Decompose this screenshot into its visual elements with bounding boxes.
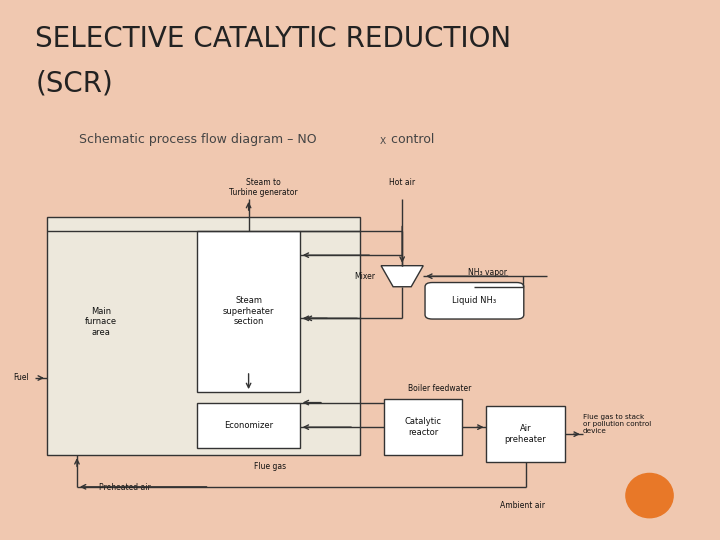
Text: Flue gas: Flue gas bbox=[253, 462, 286, 471]
Text: SELECTIVE CATALYTIC REDUCTION: SELECTIVE CATALYTIC REDUCTION bbox=[35, 25, 511, 53]
Text: Flue gas to stack
or pollution control
device: Flue gas to stack or pollution control d… bbox=[582, 414, 651, 434]
Text: Air
preheater: Air preheater bbox=[505, 424, 546, 444]
Polygon shape bbox=[381, 266, 423, 287]
Bar bbox=[487, 406, 564, 462]
Text: Fuel: Fuel bbox=[13, 374, 29, 382]
Text: NH₃ vapor: NH₃ vapor bbox=[469, 268, 508, 277]
Text: Economizer: Economizer bbox=[224, 421, 273, 430]
Text: Steam to
Turbine generator: Steam to Turbine generator bbox=[230, 178, 298, 197]
Text: Ambient air: Ambient air bbox=[500, 501, 545, 510]
FancyBboxPatch shape bbox=[425, 282, 523, 319]
Text: Steam
superheater
section: Steam superheater section bbox=[223, 296, 274, 326]
Text: Hot air: Hot air bbox=[389, 178, 415, 187]
Text: Boiler feedwater: Boiler feedwater bbox=[408, 384, 472, 393]
Bar bbox=[384, 399, 462, 455]
Text: (SCR): (SCR) bbox=[35, 70, 113, 98]
Text: Preheated air: Preheated air bbox=[99, 483, 151, 492]
Bar bbox=[47, 217, 360, 455]
Bar bbox=[197, 403, 300, 448]
Text: Mixer: Mixer bbox=[354, 272, 375, 281]
Text: Schematic process flow diagram – NO: Schematic process flow diagram – NO bbox=[79, 133, 317, 146]
Text: Catalytic
reactor: Catalytic reactor bbox=[405, 417, 442, 437]
Ellipse shape bbox=[626, 474, 673, 518]
Text: Liquid NH₃: Liquid NH₃ bbox=[452, 296, 497, 305]
Text: X: X bbox=[379, 137, 386, 146]
Bar bbox=[197, 231, 300, 392]
Text: control: control bbox=[387, 133, 434, 146]
Text: Main
furnace
area: Main furnace area bbox=[85, 307, 117, 337]
